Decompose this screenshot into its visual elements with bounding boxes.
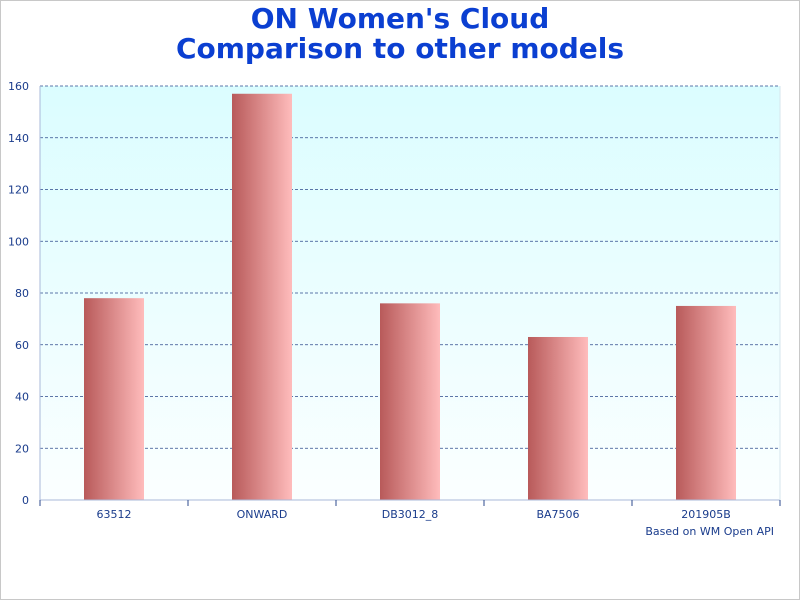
y-tick-label: 60 [15,339,29,352]
footer-note: Based on WM Open API [645,525,774,538]
bar-onward [232,93,292,500]
chart-title-line-2: Comparison to other models [176,32,624,65]
x-tick-label: 201905B [681,508,731,521]
y-tick-label: 20 [15,442,29,455]
x-tick-label: BA7506 [536,508,579,521]
y-tick-label: 40 [15,391,29,404]
y-tick-label: 120 [8,184,29,197]
y-tick-label: 80 [15,287,29,300]
x-tick-labels: 63512 ONWARD DB3012_8 BA7506 201905B [97,508,731,521]
bars [84,93,736,500]
chart-title-line-1: ON Women's Cloud [251,2,550,35]
bar-201905b [676,305,736,500]
x-tick-label: DB3012_8 [382,508,439,521]
y-tick-label: 100 [8,235,29,248]
x-tick-label: ONWARD [237,508,288,521]
bar-ba7506 [528,336,588,500]
y-tick-label: 140 [8,132,29,145]
y-tick-label: 160 [8,80,29,93]
x-tick-label: 63512 [97,508,132,521]
bar-63512 [84,298,144,500]
y-tick-label: 0 [22,494,29,507]
y-tick-labels: 0 20 40 60 80 100 120 140 160 [8,80,29,507]
bar-db3012_8 [380,303,440,500]
axes [39,86,781,506]
